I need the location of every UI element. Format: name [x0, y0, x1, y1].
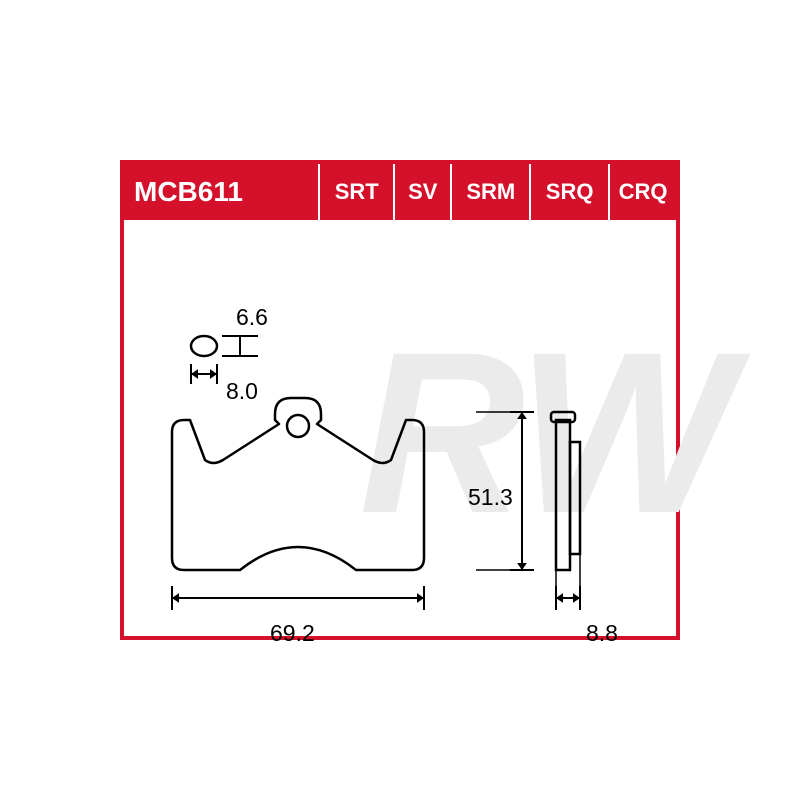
header-bar: MCB611 SRT SV SRM SRQ CRQ: [124, 164, 676, 220]
dim-oval-height: 6.6: [236, 304, 268, 331]
technical-drawing: [124, 220, 676, 640]
dim-pad-thickness: 8.8: [586, 620, 618, 647]
part-number: MCB611: [134, 176, 243, 208]
variant-label: SRT: [335, 179, 379, 205]
dim-pad-height: 51.3: [468, 484, 513, 511]
variant-cell-3: SRQ: [531, 164, 610, 220]
variant-label: SV: [408, 179, 437, 205]
part-number-cell: MCB611: [124, 164, 320, 220]
variant-cell-4: CRQ: [610, 164, 676, 220]
dim-pad-width: 69.2: [270, 620, 315, 647]
dim-oval-width: 8.0: [226, 378, 258, 405]
variant-label: CRQ: [619, 179, 668, 205]
spec-card: MCB611 SRT SV SRM SRQ CRQ RW 6.6 8.0 69.…: [120, 160, 680, 640]
variant-cell-1: SV: [395, 164, 452, 220]
diagram-body: RW 6.6 8.0 69.2 51.3 8.8: [124, 220, 676, 640]
variant-label: SRM: [466, 179, 515, 205]
variant-cell-2: SRM: [452, 164, 531, 220]
variant-cell-0: SRT: [320, 164, 395, 220]
variant-label: SRQ: [546, 179, 594, 205]
